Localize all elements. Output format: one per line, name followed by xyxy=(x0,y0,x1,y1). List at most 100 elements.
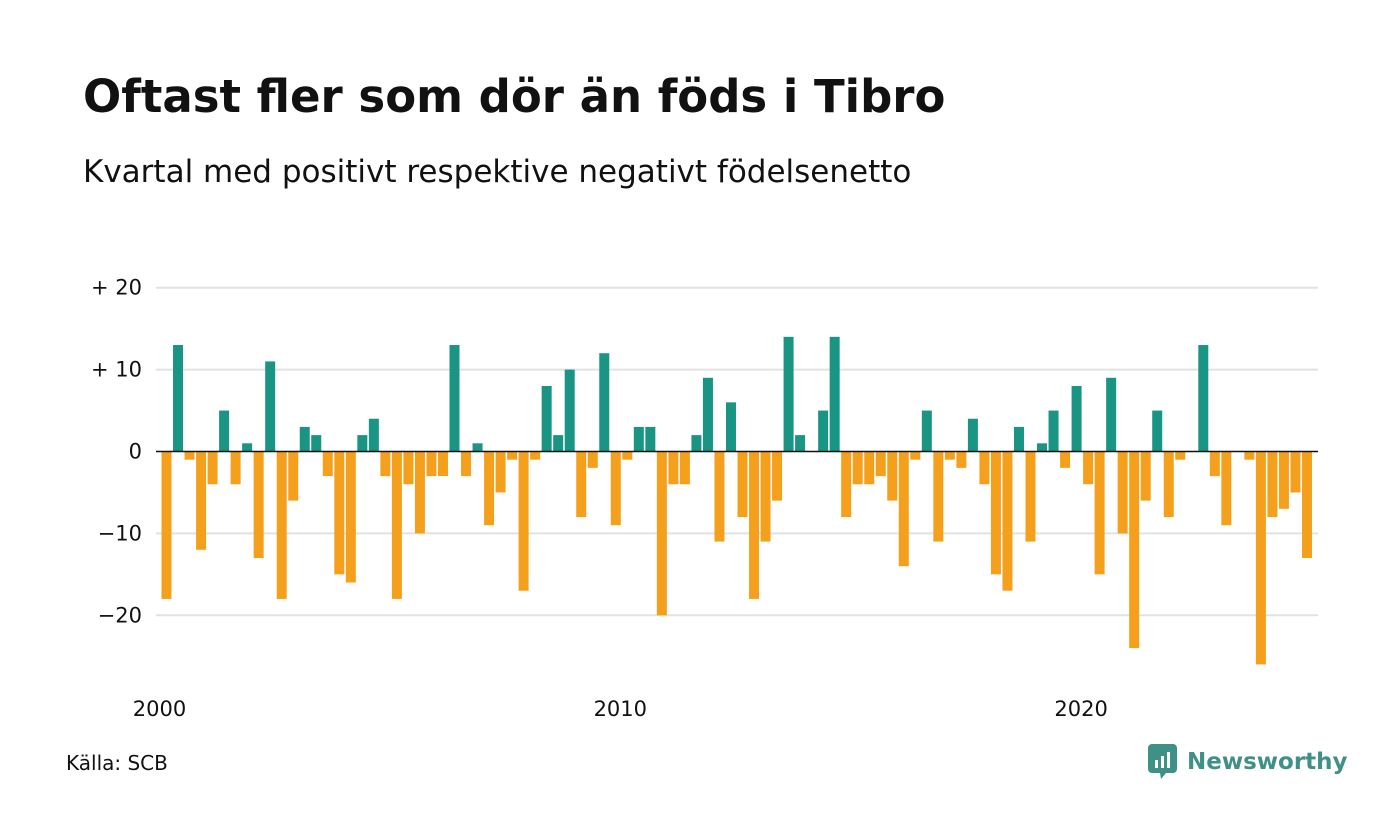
bar-negative xyxy=(576,451,587,518)
bar-negative xyxy=(587,451,598,468)
bar-negative xyxy=(668,451,679,485)
bar-negative xyxy=(1060,451,1071,468)
chart-title: Oftast fler som dör än föds i Tibro xyxy=(83,70,946,123)
axes: + 20 + 10 0 −10 −20 2000 2010 2020 xyxy=(91,276,1318,721)
bar-positive xyxy=(783,336,794,452)
y-tick-label: + 20 xyxy=(91,276,142,300)
bar-negative xyxy=(737,451,748,518)
bar-negative xyxy=(1025,451,1036,542)
bar-negative xyxy=(276,451,287,599)
bar-negative xyxy=(749,451,760,599)
bar-negative xyxy=(288,451,299,501)
brand-name: Newsworthy xyxy=(1187,749,1348,775)
bar-negative xyxy=(1267,451,1278,518)
bar-negative xyxy=(196,451,207,550)
bar-positive xyxy=(472,443,483,452)
bar-negative xyxy=(944,451,955,460)
bar-positive xyxy=(829,336,840,452)
bar-negative xyxy=(391,451,402,599)
bar-negative xyxy=(334,451,345,575)
bar-positive xyxy=(553,435,564,452)
bars xyxy=(161,336,1312,665)
bar-negative xyxy=(380,451,391,477)
bar-negative xyxy=(864,451,875,485)
x-tick-label: 2020 xyxy=(1054,697,1107,721)
bar-positive xyxy=(818,410,829,452)
bar-negative xyxy=(979,451,990,485)
bar-negative xyxy=(1209,451,1220,477)
bar-negative xyxy=(910,451,921,460)
bar-negative xyxy=(933,451,944,542)
brand-logo: Newsworthy xyxy=(1148,744,1348,780)
bar-positive xyxy=(1152,410,1163,452)
bar-positive xyxy=(1106,377,1117,452)
bar-negative xyxy=(772,451,783,501)
bar-negative xyxy=(518,451,529,591)
bar-positive xyxy=(645,426,656,452)
bar-negative xyxy=(679,451,690,485)
bar-negative xyxy=(841,451,852,518)
bar-positive xyxy=(1037,443,1048,452)
bar-positive xyxy=(1048,410,1059,452)
y-tick-label: −20 xyxy=(98,603,142,627)
bar-negative xyxy=(253,451,264,558)
bar-positive xyxy=(795,435,806,452)
bar-negative xyxy=(622,451,633,460)
bar-positive xyxy=(967,418,978,452)
bar-positive xyxy=(357,435,368,452)
bar-positive xyxy=(1198,345,1209,452)
source-label: Källa: SCB xyxy=(66,751,168,775)
bar-positive xyxy=(219,410,230,452)
bar-negative xyxy=(898,451,909,567)
bar-negative xyxy=(461,451,472,477)
bar-positive xyxy=(173,345,184,452)
bar-positive xyxy=(265,361,276,452)
bar-negative xyxy=(230,451,241,485)
bar-negative xyxy=(426,451,437,477)
bar-positive xyxy=(702,377,713,452)
bar-negative xyxy=(875,451,886,477)
bar-negative xyxy=(956,451,967,468)
bar-negative xyxy=(1278,451,1289,509)
bar-negative xyxy=(610,451,621,526)
bar-negative xyxy=(495,451,506,493)
bar-positive xyxy=(368,418,379,452)
bar-negative xyxy=(161,451,172,599)
bar-negative xyxy=(1175,451,1186,460)
bar-negative xyxy=(1255,451,1266,665)
chart-subtitle: Kvartal med positivt respektive negativt… xyxy=(83,154,912,190)
bar-negative xyxy=(1301,451,1312,558)
bar-negative xyxy=(184,451,195,460)
y-tick-label: + 10 xyxy=(91,358,142,382)
newsworthy-logo-icon xyxy=(1148,744,1177,779)
bar-positive xyxy=(299,426,310,452)
bar-negative xyxy=(207,451,218,485)
bar-positive xyxy=(564,369,575,452)
y-tick-label: −10 xyxy=(98,521,142,545)
bar-negative xyxy=(1129,451,1140,649)
bar-positive xyxy=(242,443,253,452)
bar-negative xyxy=(1244,451,1255,460)
bar-negative xyxy=(1083,451,1094,485)
bar-negative xyxy=(403,451,414,485)
bar-negative xyxy=(437,451,448,477)
bar-negative xyxy=(1221,451,1232,526)
bar-positive xyxy=(1071,385,1082,452)
x-tick-label: 2010 xyxy=(594,697,647,721)
bar-negative xyxy=(714,451,725,542)
bar-positive xyxy=(1013,426,1024,452)
bar-negative xyxy=(852,451,863,485)
bar-positive xyxy=(633,426,644,452)
bar-positive xyxy=(725,402,736,452)
bar-negative xyxy=(1094,451,1105,575)
bar-negative xyxy=(656,451,667,616)
bar-negative xyxy=(530,451,541,460)
bar-negative xyxy=(887,451,898,501)
x-tick-label: 2000 xyxy=(133,697,186,721)
bar-negative xyxy=(1117,451,1128,534)
bar-negative xyxy=(1290,451,1301,493)
bar-negative xyxy=(1140,451,1151,501)
bar-positive xyxy=(599,353,610,452)
bar-negative xyxy=(345,451,356,583)
bar-positive xyxy=(311,435,322,452)
